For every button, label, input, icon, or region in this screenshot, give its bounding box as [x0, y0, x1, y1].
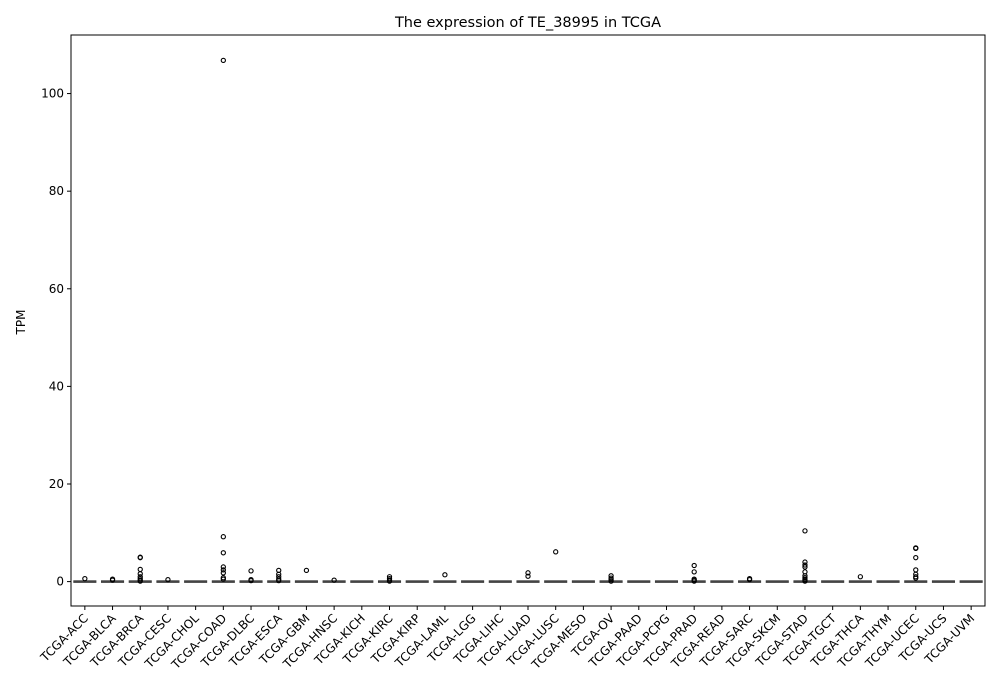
chart-title: The expression of TE_38995 in TCGA: [394, 15, 661, 31]
outlier-TCGA-UCEC-6: [913, 575, 919, 581]
y-tick-label-80: 80: [49, 184, 64, 198]
outlier-TCGA-COAD-3: [220, 564, 226, 570]
y-tick-label-100: 100: [41, 87, 64, 101]
outlier-TCGA-BRCA-7: [137, 578, 143, 584]
outlier-TCGA-COAD-2: [220, 550, 226, 556]
outlier-TCGA-ESCA-4: [276, 577, 282, 584]
outlier-TCGA-STAD-1: [802, 559, 808, 565]
outlier-TCGA-THCA-0: [857, 574, 864, 580]
outlier-TCGA-STAD-9: [802, 578, 808, 584]
y-tick-label-60: 60: [49, 282, 64, 296]
outlier-TCGA-PRAD-0: [691, 562, 697, 569]
outlier-TCGA-UCEC-2: [913, 555, 919, 561]
outlier-TCGA-STAD-3: [802, 564, 808, 570]
outlier-TCGA-BLCA-1: [109, 577, 116, 583]
outlier-TCGA-KIRC-3: [386, 578, 393, 584]
y-tick-label-20: 20: [49, 477, 64, 491]
outlier-TCGA-STAD-2: [802, 562, 808, 568]
outlier-TCGA-STAD-0: [802, 528, 808, 534]
y-axis-title: TPM: [14, 310, 28, 336]
outlier-TCGA-GBM-0: [303, 567, 310, 574]
outlier-TCGA-ACC-0: [82, 576, 88, 582]
outlier-TCGA-OV-3: [608, 578, 614, 584]
y-tick-label-0: 0: [56, 575, 64, 589]
outlier-TCGA-CESC-0: [165, 576, 171, 583]
plot-frame: [70, 34, 986, 607]
outlier-TCGA-HNSC-0: [331, 577, 337, 583]
outlier-TCGA-UCEC-1: [913, 545, 919, 552]
outlier-TCGA-COAD-5: [220, 570, 226, 576]
outlier-TCGA-PRAD-4: [691, 578, 697, 584]
outlier-TCGA-DLBC-0: [248, 568, 254, 574]
outlier-TCGA-COAD-4: [220, 567, 226, 573]
outlier-TCGA-COAD-7: [220, 576, 226, 582]
outlier-TCGA-LUAD-0: [525, 570, 531, 576]
outlier-TCGA-BRCA-3: [137, 571, 143, 577]
outlier-TCGA-DLBC-2: [248, 577, 254, 584]
outlier-TCGA-LUSC-0: [553, 549, 559, 555]
outlier-TCGA-PRAD-1: [691, 569, 697, 575]
outlier-TCGA-COAD-0: [220, 57, 226, 64]
outlier-TCGA-SARC-1: [746, 576, 753, 583]
outlier-TCGA-LAML-0: [442, 572, 448, 578]
outlier-TCGA-LUAD-1: [525, 573, 531, 579]
y-tick-label-40: 40: [49, 379, 64, 393]
outlier-TCGA-BRCA-1: [137, 555, 143, 561]
outlier-TCGA-COAD-1: [220, 534, 226, 540]
outlier-TCGA-ESCA-1: [276, 571, 282, 577]
